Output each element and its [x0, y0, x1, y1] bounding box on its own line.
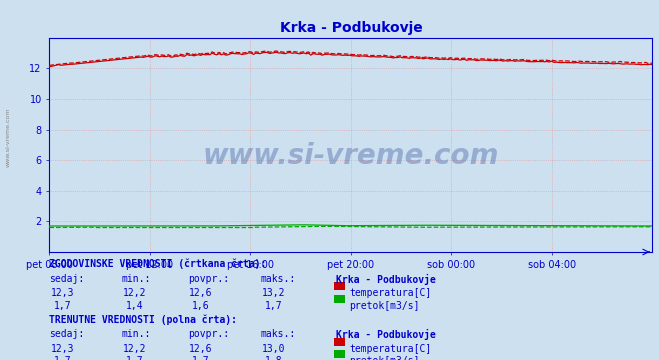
- Text: 1,4: 1,4: [127, 301, 144, 311]
- Text: min.:: min.:: [122, 274, 152, 284]
- Text: sedaj:: sedaj:: [49, 329, 84, 339]
- Text: 12,3: 12,3: [51, 344, 74, 354]
- Text: TRENUTNE VREDNOSTI (polna črta):: TRENUTNE VREDNOSTI (polna črta):: [49, 315, 237, 325]
- Text: 13,0: 13,0: [262, 344, 285, 354]
- Text: 1,7: 1,7: [54, 301, 71, 311]
- Text: povpr.:: povpr.:: [188, 274, 229, 284]
- Text: 12,6: 12,6: [189, 288, 213, 298]
- Text: pretok[m3/s]: pretok[m3/s]: [349, 356, 420, 360]
- Text: povpr.:: povpr.:: [188, 329, 229, 339]
- Text: 1,7: 1,7: [265, 301, 282, 311]
- Text: maks.:: maks.:: [260, 329, 295, 339]
- Text: temperatura[C]: temperatura[C]: [349, 344, 432, 354]
- Text: 1,6: 1,6: [192, 301, 210, 311]
- Text: 1,7: 1,7: [192, 356, 210, 360]
- Text: 1,8: 1,8: [265, 356, 282, 360]
- Text: maks.:: maks.:: [260, 274, 295, 284]
- Text: 1,7: 1,7: [127, 356, 144, 360]
- Text: temperatura[C]: temperatura[C]: [349, 288, 432, 298]
- Text: www.si-vreme.com: www.si-vreme.com: [5, 107, 11, 167]
- Title: Krka - Podbukovje: Krka - Podbukovje: [279, 21, 422, 35]
- Text: 13,2: 13,2: [262, 288, 285, 298]
- Text: 1,7: 1,7: [54, 356, 71, 360]
- Text: 12,3: 12,3: [51, 288, 74, 298]
- Text: Krka - Podbukovje: Krka - Podbukovje: [336, 274, 436, 285]
- Text: www.si-vreme.com: www.si-vreme.com: [203, 141, 499, 170]
- Text: Krka - Podbukovje: Krka - Podbukovje: [336, 329, 436, 341]
- Text: 12,2: 12,2: [123, 288, 147, 298]
- Text: 12,6: 12,6: [189, 344, 213, 354]
- Text: pretok[m3/s]: pretok[m3/s]: [349, 301, 420, 311]
- Text: sedaj:: sedaj:: [49, 274, 84, 284]
- Text: min.:: min.:: [122, 329, 152, 339]
- Text: 12,2: 12,2: [123, 344, 147, 354]
- Text: ZGODOVINSKE VREDNOSTI (črtkana črta):: ZGODOVINSKE VREDNOSTI (črtkana črta):: [49, 258, 267, 269]
